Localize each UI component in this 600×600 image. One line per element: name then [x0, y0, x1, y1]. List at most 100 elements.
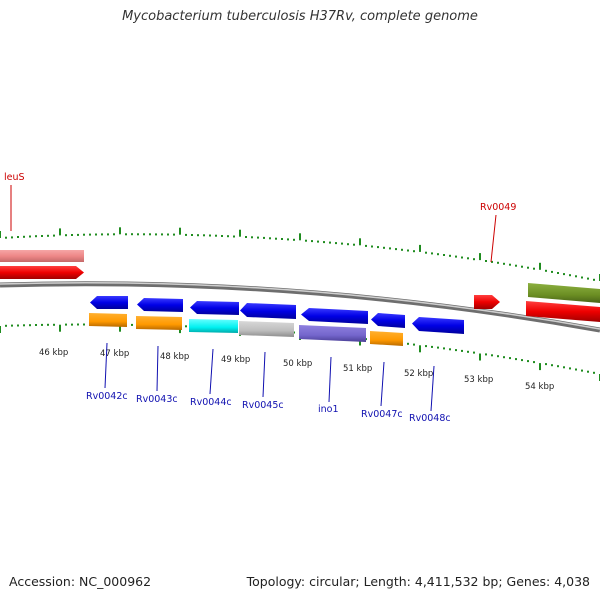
leader-lines [10, 185, 497, 412]
label-rv0043c[interactable]: Rv0043c [136, 394, 178, 405]
upper-tick-row-minor-tick [23, 235, 25, 238]
gene-rv0043c-cds[interactable] [136, 316, 182, 330]
lower-tick-row-minor-tick [431, 345, 433, 348]
gene-rv0042c-arrow[interactable] [90, 296, 128, 309]
gene-rv0045c-cds[interactable] [239, 321, 294, 337]
scale-label: 48 kbp [160, 352, 189, 362]
upper-tick-row-minor-tick [389, 247, 391, 250]
lower-tick-row-minor-tick [521, 359, 523, 362]
upper-tick-row-minor-tick [161, 233, 163, 236]
upper-tick-row-minor-tick [101, 233, 103, 236]
upper-tick-row-major-tick [0, 231, 1, 238]
gene-rv0043c-arrow[interactable] [137, 298, 183, 312]
upper-tick-row-minor-tick [251, 236, 253, 239]
gene-rv0047c-cds[interactable] [370, 331, 403, 346]
gene-rv0048c-arrow[interactable] [412, 317, 464, 334]
upper-tick-row-minor-tick [581, 276, 583, 279]
label-leuS[interactable]: leuS [4, 172, 25, 183]
upper-tick-row-minor-tick [527, 266, 529, 269]
gene-rv0042c-cds[interactable] [89, 313, 127, 327]
scale-label: 46 kbp [39, 348, 68, 358]
lower-tick-row-minor-tick [485, 353, 487, 356]
upper-tick-row-minor-tick [125, 233, 127, 236]
upper-tick-row-minor-tick [491, 260, 493, 263]
upper-tick-row-major-tick [299, 233, 301, 241]
upper-tick-row-minor-tick [485, 260, 487, 262]
scale-label: 47 kbp [100, 349, 129, 359]
upper-tick-row-minor-tick [449, 254, 451, 257]
upper-tick-row-minor-tick [89, 233, 91, 236]
lower-tick-row-minor-tick [53, 323, 55, 326]
label-rv0042c[interactable]: Rv0042c [86, 391, 128, 402]
gene-rv0044c-arrow[interactable] [190, 301, 239, 315]
label-rv0045c[interactable]: Rv0045c [242, 400, 284, 411]
label-rv0049[interactable]: Rv0049 [480, 202, 516, 213]
lower-tick-row-minor-tick [71, 323, 73, 326]
upper-tick-row-minor-tick [335, 242, 337, 245]
upper-tick-row-minor-tick [41, 235, 43, 237]
lower-tick-row-minor-tick [569, 367, 571, 370]
lower-tick-row-minor-tick [575, 368, 577, 371]
upper-tick-row-minor-tick [281, 238, 283, 240]
upper-tick-row-minor-tick [17, 236, 19, 238]
lower-tick-row-minor-tick [83, 323, 85, 326]
gene-leuS-cds[interactable] [0, 250, 84, 262]
upper-tick-row-minor-tick [515, 264, 517, 267]
label-ino1[interactable]: ino1 [318, 404, 339, 415]
lower-tick-row-minor-tick [557, 365, 559, 368]
upper-tick-row-minor-tick [185, 233, 187, 236]
lower-tick-row-minor-tick [593, 371, 595, 374]
genome-backbone [0, 281, 600, 333]
lower-tick-row-minor-tick [545, 363, 547, 366]
upper-tick-row-minor-tick [353, 243, 355, 246]
upper-tick-row-minor-tick [95, 233, 97, 236]
gene-leuS-arrow[interactable] [0, 266, 84, 279]
upper-tick-row-minor-tick [263, 236, 265, 239]
upper-tick-row-minor-tick [503, 262, 505, 265]
gene-olive-cds[interactable] [528, 283, 600, 303]
gene-ino1-arrow[interactable] [301, 308, 368, 324]
upper-tick-row-minor-tick [65, 234, 67, 237]
upper-tick-row-major-tick [119, 227, 121, 235]
label-rv0047c[interactable]: Rv0047c [361, 409, 403, 420]
lower-tick-row-major-tick [359, 338, 361, 346]
label-rv0048c[interactable]: Rv0048c [409, 413, 451, 424]
upper-tick-row-minor-tick [227, 235, 229, 238]
lower-tick-row-minor-tick [17, 324, 19, 327]
forward-features [0, 250, 600, 322]
upper-tick-row-minor-tick [557, 272, 559, 274]
upper-tick-row-minor-tick [509, 263, 511, 266]
upper-tick-row-minor-tick [191, 234, 193, 236]
scale-label: 52 kbp [404, 369, 433, 379]
lower-tick-row-minor-tick [413, 343, 415, 346]
upper-tick-row-minor-tick [203, 234, 205, 237]
upper-tick-row-minor-tick [563, 273, 565, 276]
scale-label: 54 kbp [525, 382, 554, 392]
lower-tick-row-minor-tick [509, 357, 511, 360]
gene-rv0049-arrow[interactable] [474, 295, 500, 309]
upper-tick-row-minor-tick [413, 250, 415, 253]
lower-tick-row-major-tick [539, 363, 541, 371]
label-rv0044c[interactable]: Rv0044c [190, 397, 232, 408]
upper-tick-row-minor-tick [311, 240, 313, 243]
upper-tick-row-minor-tick [443, 254, 445, 256]
genome-backbone-highlight [0, 281, 600, 330]
gene-rv0044c-cds[interactable] [189, 319, 238, 333]
lower-tick-row-minor-tick [467, 350, 469, 353]
leader-rv0047c [380, 361, 385, 407]
gene-rv0047c-arrow[interactable] [371, 313, 405, 328]
gene-right-red-arrow[interactable] [526, 301, 600, 322]
lower-tick-row-minor-tick [587, 370, 589, 373]
lower-tick-row-minor-tick [533, 361, 535, 364]
upper-tick-row-minor-tick [53, 234, 55, 237]
upper-tick-row-minor-tick [275, 237, 277, 240]
lower-tick-row-minor-tick [5, 324, 7, 327]
upper-tick-row-minor-tick [467, 257, 469, 260]
gene-ino1-cds[interactable] [299, 325, 366, 342]
gene-rv0045c-arrow[interactable] [240, 303, 296, 319]
lower-tick-row-minor-tick [437, 346, 439, 349]
upper-tick-row-minor-tick [341, 242, 343, 245]
upper-tick-row-minor-tick [5, 236, 7, 239]
lower-tick-row-minor-tick [425, 345, 427, 348]
